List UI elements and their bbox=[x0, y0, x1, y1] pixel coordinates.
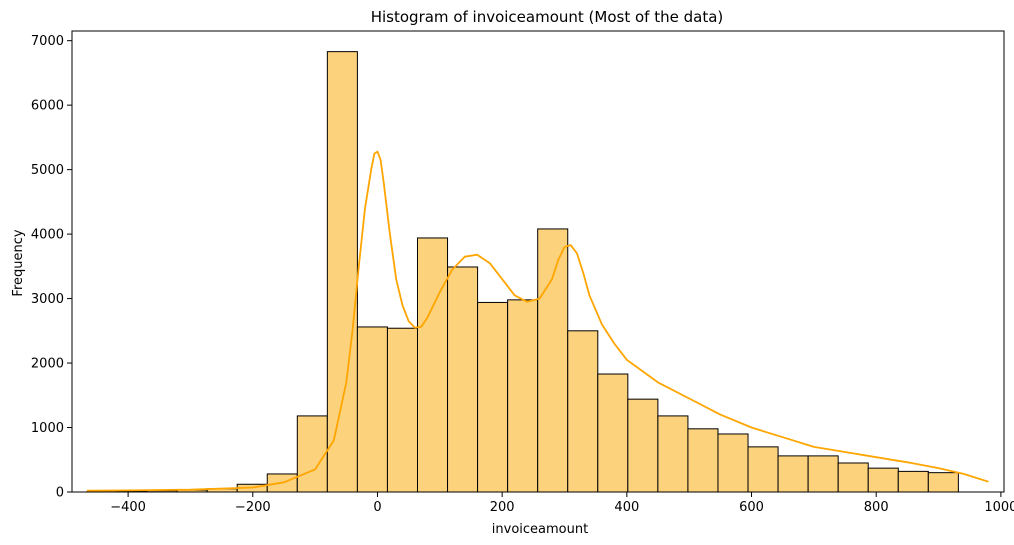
x-tick-label: 800 bbox=[864, 500, 889, 515]
histogram-bar bbox=[687, 428, 719, 493]
x-tick-label: 1000 bbox=[984, 500, 1014, 515]
y-tick-label: 1000 bbox=[31, 421, 64, 436]
y-tick-label: 6000 bbox=[31, 99, 64, 114]
x-axis-ticks: −400 −200 0 200 400 600 800 1000 bbox=[110, 492, 1014, 515]
histogram-bar bbox=[597, 373, 629, 493]
histogram-bar bbox=[747, 446, 779, 493]
histogram-bar bbox=[867, 467, 899, 493]
histogram-bar bbox=[927, 472, 959, 493]
y-tick-label: 3000 bbox=[31, 292, 64, 307]
histogram-bar bbox=[657, 415, 689, 493]
x-tick-label: −400 bbox=[110, 500, 146, 515]
plot-frame bbox=[71, 30, 1005, 493]
histogram-bar bbox=[507, 299, 539, 493]
y-axis-label: Frequency bbox=[11, 229, 26, 296]
histogram-bar bbox=[416, 237, 449, 493]
y-tick-label: 5000 bbox=[31, 163, 64, 178]
x-tick-label: 200 bbox=[490, 500, 515, 515]
histogram-bar bbox=[837, 462, 869, 493]
y-tick-label: 0 bbox=[56, 486, 64, 501]
x-tick-label: 0 bbox=[373, 500, 381, 515]
histogram-bar bbox=[386, 327, 418, 493]
histogram-bar bbox=[897, 470, 929, 493]
histogram-bar bbox=[807, 455, 839, 493]
histogram-bar bbox=[717, 433, 749, 493]
x-tick-label: −200 bbox=[235, 500, 271, 515]
x-tick-label: 400 bbox=[614, 500, 639, 515]
chart-title: Histogram of invoiceamount (Most of the … bbox=[371, 8, 724, 26]
y-tick-label: 7000 bbox=[31, 34, 64, 49]
y-tick-label: 2000 bbox=[31, 357, 64, 372]
histogram-bar bbox=[296, 415, 328, 493]
histogram-bars bbox=[86, 51, 959, 493]
axes bbox=[71, 30, 1005, 493]
y-axis-ticks: 0 1000 2000 3000 4000 5000 6000 7000 bbox=[31, 34, 72, 501]
histogram-bar bbox=[356, 326, 388, 493]
histogram-bar bbox=[447, 266, 479, 493]
y-tick-label: 4000 bbox=[31, 228, 64, 243]
x-tick-label: 600 bbox=[739, 500, 764, 515]
kde-curve bbox=[86, 150, 989, 492]
histogram-bar bbox=[477, 301, 509, 493]
histogram-bar bbox=[326, 51, 358, 493]
histogram-bar bbox=[567, 330, 599, 493]
histogram-bar bbox=[537, 228, 569, 493]
histogram-bar bbox=[777, 455, 809, 493]
x-axis-label: invoiceamount bbox=[492, 522, 588, 537]
histogram-bar bbox=[627, 398, 659, 493]
